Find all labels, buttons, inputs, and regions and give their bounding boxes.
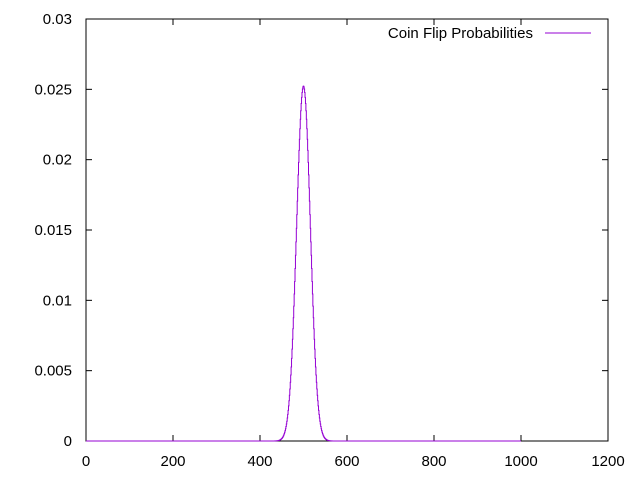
y-axis: 0 0.005 0.01 0.015 0.02 0.025 0.03 — [34, 11, 608, 450]
x-tick-label: 0 — [82, 453, 90, 470]
plot-frame — [85, 18, 609, 442]
legend: Coin Flip Probabilities — [388, 25, 591, 42]
x-tick-label: 1000 — [504, 453, 537, 470]
x-tick-label: 800 — [421, 453, 446, 470]
y-tick-label: 0.03 — [43, 11, 72, 28]
legend-label: Coin Flip Probabilities — [388, 25, 533, 42]
y-tick-label: 0.005 — [34, 363, 72, 380]
plot-frame-group — [85, 18, 609, 442]
y-tick-label: 0 — [64, 433, 72, 450]
series-group — [86, 85, 521, 442]
x-tick-label: 200 — [160, 453, 185, 470]
y-tick-label: 0.01 — [43, 292, 72, 309]
x-axis: 0 200 400 600 800 1000 1200 — [82, 19, 625, 470]
y-tick-label: 0.02 — [43, 152, 72, 169]
y-tick-label: 0.025 — [34, 81, 72, 98]
x-tick-label: 1200 — [591, 453, 624, 470]
x-tick-label: 400 — [247, 453, 272, 470]
y-tick-label: 0.015 — [34, 222, 72, 239]
x-tick-label: 600 — [334, 453, 359, 470]
series-line — [86, 85, 521, 442]
